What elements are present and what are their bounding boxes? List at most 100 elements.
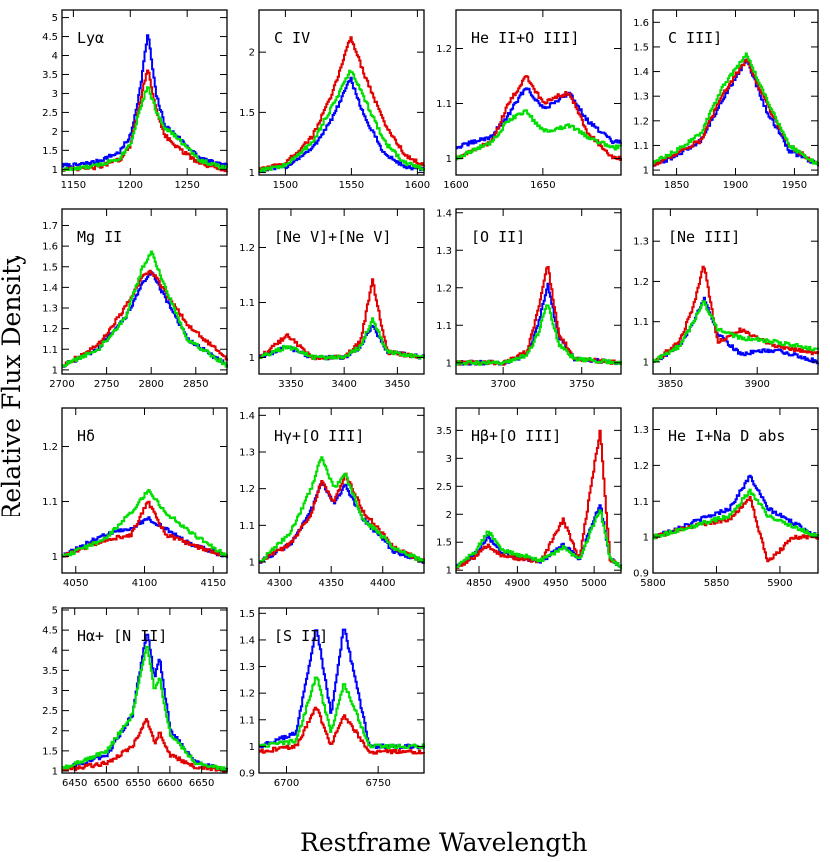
panel-13-ytick-label-0: 0.9 <box>239 769 255 780</box>
panel-3-series-0-line <box>653 58 819 167</box>
panel-3-ytick-label-2: 1.2 <box>633 116 649 127</box>
panel-5: 3350 3400 3450 1 1.1 1.2 [Ne V]+[Ne V] <box>239 208 425 390</box>
panel-3-ytick-label-6: 1.6 <box>633 18 649 29</box>
panel-9-xtick-label-1: 4350 <box>318 578 343 589</box>
panel-2-ytick-label-1: 1.1 <box>436 99 452 110</box>
panel-10-xtick-label-3: 5000 <box>581 578 606 589</box>
panel-0-series-1-line <box>62 69 228 173</box>
panel-4-ytick-label-4: 1.4 <box>42 283 58 294</box>
panel-1-series-0-line <box>259 76 425 173</box>
panel-8-xtick-label-1: 4100 <box>132 578 157 589</box>
panel-8-ytick-label-0: 1 <box>52 552 58 563</box>
panel-6-ytick-label-3: 1.3 <box>436 246 452 257</box>
panel-5-xtick-label-0: 3350 <box>278 379 303 390</box>
panel-7: 3850 3900 1 1.1 1.2 1.3 [Ne III] <box>633 208 819 390</box>
panel-1-ytick-label-1: 1.5 <box>239 108 255 119</box>
panel-7-xtick-label-1: 3900 <box>744 379 769 390</box>
panel-11-series-2-line <box>653 488 819 540</box>
panel-3-xtick-label-1: 1900 <box>723 180 748 191</box>
panel-6-series-0-line <box>456 282 622 366</box>
panel-6-xtick-label-1: 3750 <box>569 379 594 390</box>
panel-11-xtick-label-0: 5800 <box>640 578 665 589</box>
panel-9-title: Hγ+[O III] <box>274 427 364 445</box>
panel-10-frame <box>455 407 622 574</box>
panel-1-ytick-label-0: 1 <box>249 168 255 179</box>
panel-13-title: [S II] <box>274 627 328 645</box>
panel-0: 1150 1200 1250 1 1.5 2 2.5 3 3.5 4 4.5 5 Lyα <box>42 9 228 191</box>
y-axis-label-text: Relative Flux Density <box>0 256 26 516</box>
panel-7-series-1-line <box>653 265 819 363</box>
panel-12-ytick-label-4: 3 <box>52 686 58 697</box>
panel-9: 4300 4350 4400 1 1.1 1.2 1.3 1.4 Hγ+[O III] <box>239 407 425 589</box>
panel-9-ytick-label-3: 1.3 <box>239 448 255 459</box>
panel-13-series-1-line <box>259 706 425 755</box>
x-axis-label: Restframe Wavelength <box>300 828 588 857</box>
panel-5-title: [Ne V]+[Ne V] <box>274 228 391 246</box>
panel-1-xtick-label-2: 1600 <box>405 180 430 191</box>
panel-11-ytick-label-2: 1.1 <box>633 497 649 508</box>
panel-10-ytick-label-1: 1.5 <box>436 538 452 549</box>
panel-12-series-2-line <box>62 645 228 772</box>
panel-9-ytick-label-4: 1.4 <box>239 411 255 422</box>
panel-10-ytick-label-4: 3 <box>446 454 452 465</box>
panel-11-xtick-label-2: 5900 <box>767 578 792 589</box>
panel-12-title: Hα+ [N II] <box>77 627 167 645</box>
panel-0-ytick-label-6: 4 <box>52 51 58 62</box>
panel-12-ytick-label-5: 3.5 <box>42 666 58 677</box>
panel-10-series-2-line <box>456 509 622 570</box>
panel-2-ytick-label-0: 1 <box>446 154 452 165</box>
panel-11-title: He I+Na D abs <box>668 427 785 445</box>
panel-8-ytick-label-1: 1.1 <box>42 497 58 508</box>
panel-6-series-2-line <box>456 304 622 366</box>
panel-0-xtick-label-2: 1250 <box>174 180 199 191</box>
panel-12-ytick-label-8: 5 <box>52 606 58 617</box>
panel-0-ytick-label-1: 1.5 <box>42 146 58 157</box>
panel-4-ytick-label-0: 1 <box>52 365 58 376</box>
panel-4-ytick-label-2: 1.2 <box>42 324 58 335</box>
panel-1-xtick-label-1: 1550 <box>339 180 364 191</box>
panel-4-series-2-line <box>62 250 228 368</box>
panel-3-xtick-label-2: 1950 <box>782 180 807 191</box>
panel-6-series-1-line <box>456 266 622 366</box>
panel-1-ytick-label-2: 2 <box>249 48 255 59</box>
panel-2-frame <box>455 9 622 176</box>
panel-2-xtick-label-0: 1600 <box>443 180 468 191</box>
panel-12-ytick-label-3: 2.5 <box>42 706 58 717</box>
panel-0-ytick-label-8: 5 <box>52 13 58 24</box>
panel-4-xtick-label-3: 2850 <box>183 379 208 390</box>
panel-12-xtick-label-3: 6600 <box>157 778 182 789</box>
panel-2: 1600 1650 1 1.1 1.2 He II+O III] <box>436 9 622 191</box>
panel-1: 1500 1550 1600 1 1.5 2 C IV <box>239 9 430 191</box>
panel-7-series-2-line <box>653 300 819 363</box>
panel-3-ytick-label-0: 1 <box>643 166 649 177</box>
panel-7-title: [Ne III] <box>668 228 740 246</box>
panel-13-ytick-label-4: 1.3 <box>239 662 255 673</box>
panel-11-series-1-line <box>653 496 819 563</box>
panel-11-ytick-label-0: 0.9 <box>633 569 649 580</box>
panel-12-series-0-line <box>62 633 228 773</box>
panel-2-xtick-label-1: 1650 <box>530 180 555 191</box>
panel-10-ytick-label-0: 1 <box>446 566 452 577</box>
panel-13-series-2-line <box>259 676 425 750</box>
panel-0-ytick-label-4: 3 <box>52 89 58 100</box>
panel-11-ytick-label-3: 1.2 <box>633 461 649 472</box>
panel-4-ytick-label-6: 1.6 <box>42 242 58 253</box>
y-axis-label: Relative Flux Density <box>0 256 26 516</box>
panel-4-frame <box>61 208 228 375</box>
panel-10-title: Hβ+[O III] <box>471 427 561 445</box>
panel-7-xtick-label-0: 3850 <box>658 379 683 390</box>
panel-6-ytick-label-4: 1.4 <box>436 208 452 219</box>
panel-7-ytick-label-0: 1 <box>643 357 649 368</box>
panel-9-ytick-label-1: 1.1 <box>239 521 255 532</box>
panel-10: 4850 4900 4950 5000 1 1.5 2 2.5 3 3.5 Hβ+[O III] <box>436 407 622 589</box>
panel-10-xtick-label-2: 4950 <box>543 578 568 589</box>
panel-6-xtick-label-0: 3700 <box>490 379 515 390</box>
panel-11-ytick-label-4: 1.3 <box>633 425 649 436</box>
panel-2-series-0-line <box>456 87 622 150</box>
panel-6-ytick-label-2: 1.2 <box>436 283 452 294</box>
panel-12-ytick-label-6: 4 <box>52 646 58 657</box>
panel-6-frame <box>455 208 622 375</box>
panel-0-series-0-line <box>62 34 228 169</box>
panel-7-ytick-label-3: 1.3 <box>633 237 649 248</box>
panel-12-xtick-label-1: 6500 <box>94 778 119 789</box>
